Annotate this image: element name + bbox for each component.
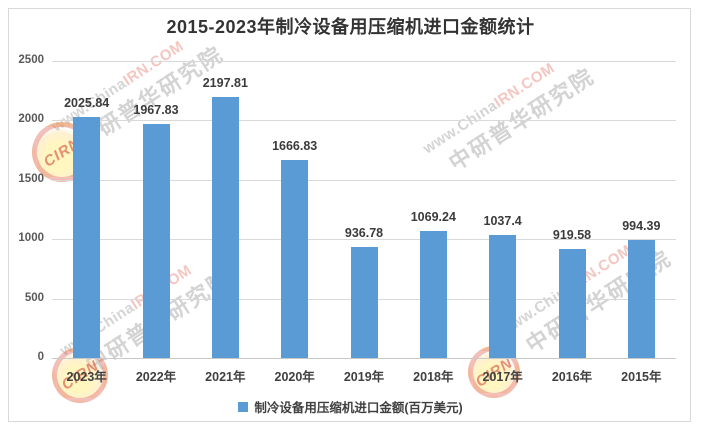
bar xyxy=(350,246,378,358)
bar-value-label: 2025.84 xyxy=(64,96,110,111)
bar-value-label: 994.39 xyxy=(622,218,661,233)
bar-value-label: 936.78 xyxy=(344,225,384,240)
x-axis-label: 2015年 xyxy=(621,370,662,384)
bar-value-label: 1037.4 xyxy=(483,213,522,228)
bar xyxy=(489,234,517,358)
x-axis-label: 2019年 xyxy=(343,370,385,384)
bar xyxy=(627,239,655,358)
legend: 制冷设备用压缩机进口金额(百万美元) xyxy=(0,397,701,416)
bar xyxy=(558,248,586,358)
gridline xyxy=(52,61,676,62)
x-axis-label: 2023年 xyxy=(66,370,107,384)
x-axis-label: 2020年 xyxy=(274,370,315,384)
bar-value-label: 1666.83 xyxy=(272,138,318,153)
y-axis-label: 0 xyxy=(37,351,44,363)
x-axis-label: 2016年 xyxy=(551,370,593,384)
gridline xyxy=(52,120,676,122)
x-axis-label: 2017年 xyxy=(482,370,523,384)
bar xyxy=(73,117,101,358)
y-axis-label: 2500 xyxy=(18,54,44,66)
y-axis-label: 1500 xyxy=(18,172,44,185)
y-axis-label: 2000 xyxy=(18,113,44,126)
x-axis-line xyxy=(52,358,676,359)
bar xyxy=(142,124,170,358)
x-axis-label: 2021年 xyxy=(205,370,246,384)
chart-title: 2015-2023年制冷设备用压缩机进口金额统计 xyxy=(166,17,535,37)
bar-value-label: 1069.24 xyxy=(410,209,456,224)
y-axis-label: 500 xyxy=(24,291,44,304)
bar xyxy=(281,159,309,358)
x-axis-label: 2018年 xyxy=(413,370,454,384)
legend-label: 制冷设备用压缩机进口金额(百万美元) xyxy=(254,401,463,415)
bar-value-label: 1967.83 xyxy=(133,103,179,118)
gridline xyxy=(52,179,676,181)
x-axis-label: 2022年 xyxy=(135,370,177,384)
bar xyxy=(211,96,239,358)
gridline xyxy=(52,239,676,241)
bar-value-label: 919.58 xyxy=(552,227,592,242)
bar-value-label: 2197.81 xyxy=(202,75,248,90)
bar xyxy=(419,230,447,358)
legend-swatch-icon xyxy=(238,401,249,412)
y-axis-label: 1000 xyxy=(18,232,44,245)
